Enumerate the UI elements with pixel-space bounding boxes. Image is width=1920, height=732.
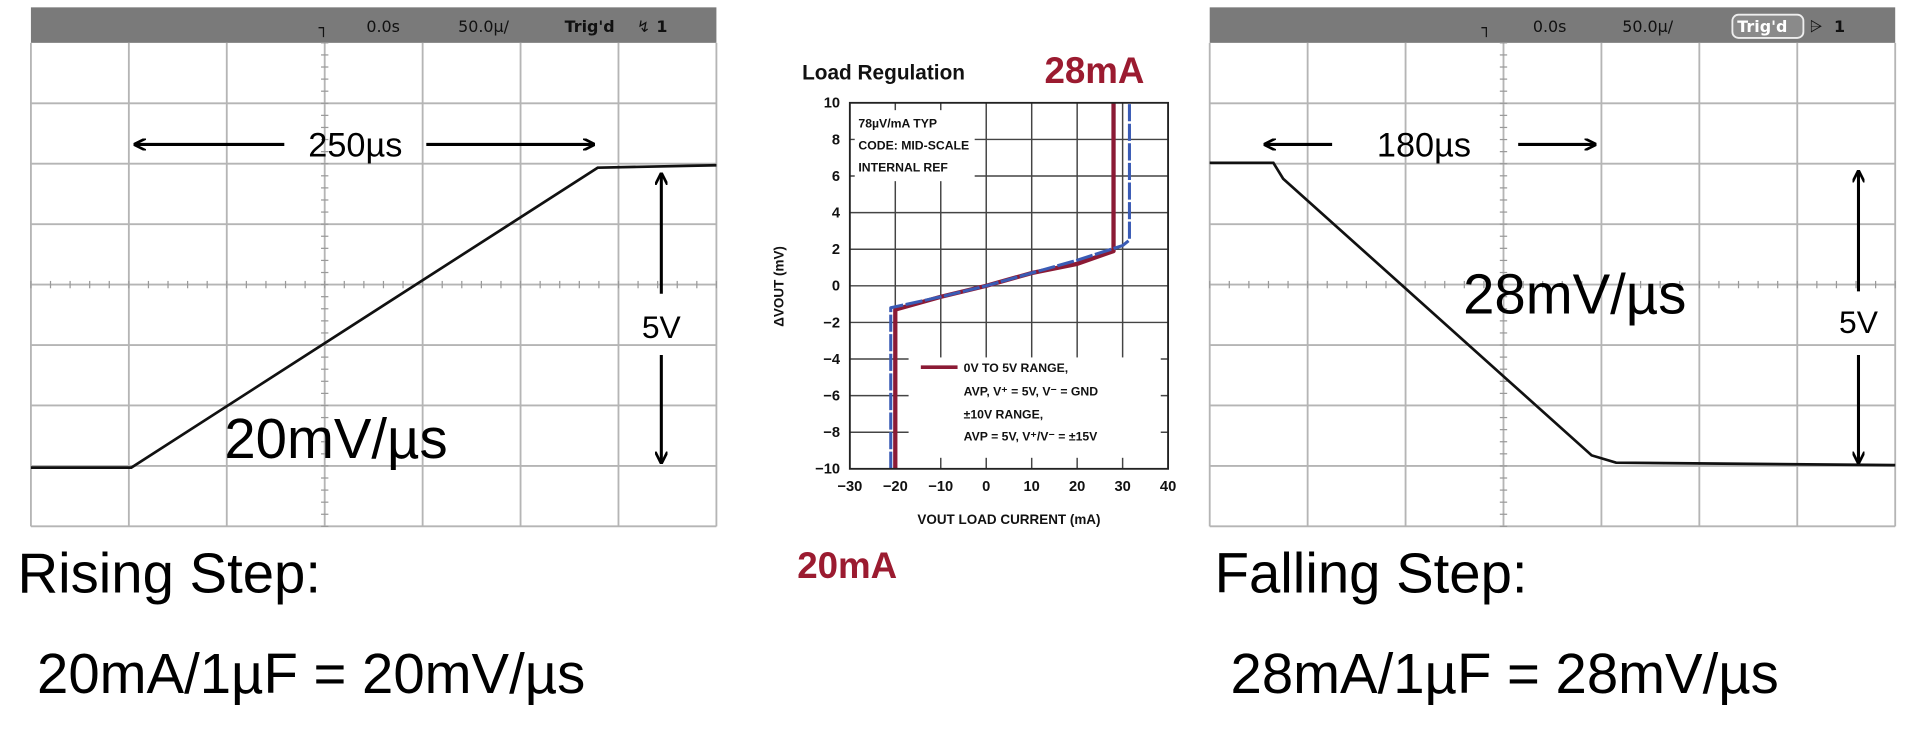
timebase: 50.0µ/ bbox=[1622, 17, 1674, 36]
right-scope: ┐ 0.0s 50.0µ/ Trig'd ⩥ 1 180µs 5V 28mV/µ… bbox=[1208, 7, 1897, 528]
x-tick-label: 0 bbox=[982, 479, 990, 495]
left-scope: ┐ 0.0s 50.0µ/ Trig'd ↯ 1 250µs 5V 20mV/µ… bbox=[30, 7, 718, 528]
channel-number: 1 bbox=[1834, 17, 1845, 36]
y-tick-label: −2 bbox=[823, 315, 840, 331]
annotation-line: 78µV/mA TYP bbox=[858, 116, 937, 130]
timebase: 50.0µ/ bbox=[458, 17, 510, 36]
x-tick-label: −20 bbox=[883, 479, 908, 495]
y-tick-label: 8 bbox=[832, 132, 840, 148]
legend-box bbox=[908, 357, 1161, 458]
time-offset: 0.0s bbox=[366, 17, 400, 36]
y-tick-label: 6 bbox=[832, 169, 840, 185]
trigger-marker-icon: ┐ bbox=[318, 18, 329, 37]
y-tick-label: 4 bbox=[832, 206, 841, 222]
callout-20ma: 20mA bbox=[797, 545, 897, 586]
trigger-marker-icon: ┐ bbox=[1480, 18, 1491, 37]
x-tick-label: 30 bbox=[1114, 479, 1130, 495]
annotation-line: INTERNAL REF bbox=[858, 160, 948, 174]
y-tick-label: −10 bbox=[815, 462, 840, 478]
chart-series bbox=[889, 102, 1131, 469]
amplitude-label: 5V bbox=[642, 309, 682, 345]
trigger-status-box bbox=[1731, 13, 1805, 39]
chart-title: Load Regulation bbox=[802, 62, 965, 85]
y-tick-label: 0 bbox=[832, 279, 840, 295]
annotation-box bbox=[854, 110, 975, 182]
falling-waveform bbox=[1209, 161, 1896, 467]
plot-frame bbox=[848, 101, 1170, 470]
legend-line: 0V TO 5V RANGE, bbox=[964, 361, 1068, 375]
legend-line: AVP, V⁺ = 5V, V⁻ = GND bbox=[964, 384, 1099, 398]
legend-line: ±10V RANGE, bbox=[964, 408, 1043, 422]
x-tick-label: −10 bbox=[928, 479, 953, 495]
falling-step-formula: 28mA/1µF = 28mV/µs bbox=[1231, 642, 1779, 705]
duration-label: 180µs bbox=[1377, 127, 1471, 165]
x-tick-label: −30 bbox=[837, 479, 862, 495]
x-tick-label: 20 bbox=[1069, 479, 1085, 495]
falling-edge-icon: ⩥ bbox=[1810, 17, 1823, 36]
y-tick-label: −6 bbox=[823, 389, 840, 405]
scope-grid bbox=[30, 42, 718, 528]
y-tick-label: −4 bbox=[823, 352, 841, 368]
y-tick-label: 2 bbox=[832, 242, 840, 258]
scope-header-bar bbox=[30, 7, 717, 43]
rising-step-formula: 20mA/1µF = 20mV/µs bbox=[37, 642, 585, 705]
x-axis-label: VOUT LOAD CURRENT (mA) bbox=[917, 512, 1100, 527]
x-tick-label: 40 bbox=[1160, 479, 1176, 495]
channel-number: 1 bbox=[656, 17, 667, 36]
time-offset: 0.0s bbox=[1533, 17, 1567, 36]
y-axis-label: ΔVOUT (mV) bbox=[772, 246, 787, 327]
series-line-2 bbox=[889, 102, 1131, 469]
trigger-status: Trig'd bbox=[565, 17, 615, 36]
x-tick-label: 10 bbox=[1024, 479, 1040, 495]
rising-waveform bbox=[30, 163, 717, 469]
y-tick-label: −8 bbox=[823, 425, 840, 441]
scope-grid bbox=[1208, 42, 1897, 528]
duration-label: 250µs bbox=[308, 127, 402, 165]
rising-edge-icon: ↯ bbox=[637, 17, 650, 36]
amplitude-label: 5V bbox=[1839, 304, 1879, 340]
load-regulation-chart: Load Regulation 28mA 20mA 78µV/mA TYP CO… bbox=[772, 50, 1177, 586]
slew-label: 28mV/µs bbox=[1463, 262, 1686, 325]
callout-28ma: 28mA bbox=[1044, 50, 1144, 91]
falling-step-title: Falling Step: bbox=[1215, 541, 1528, 604]
legend-line: AVP = 5V, V⁺/V⁻ = ±15V bbox=[964, 430, 1099, 444]
slew-label: 20mV/µs bbox=[224, 407, 447, 470]
annotation-line: CODE: MID-SCALE bbox=[858, 138, 969, 152]
trigger-status: Trig'd bbox=[1737, 17, 1787, 36]
y-tick-label: 10 bbox=[824, 96, 840, 112]
rising-step-title: Rising Step: bbox=[17, 541, 321, 604]
